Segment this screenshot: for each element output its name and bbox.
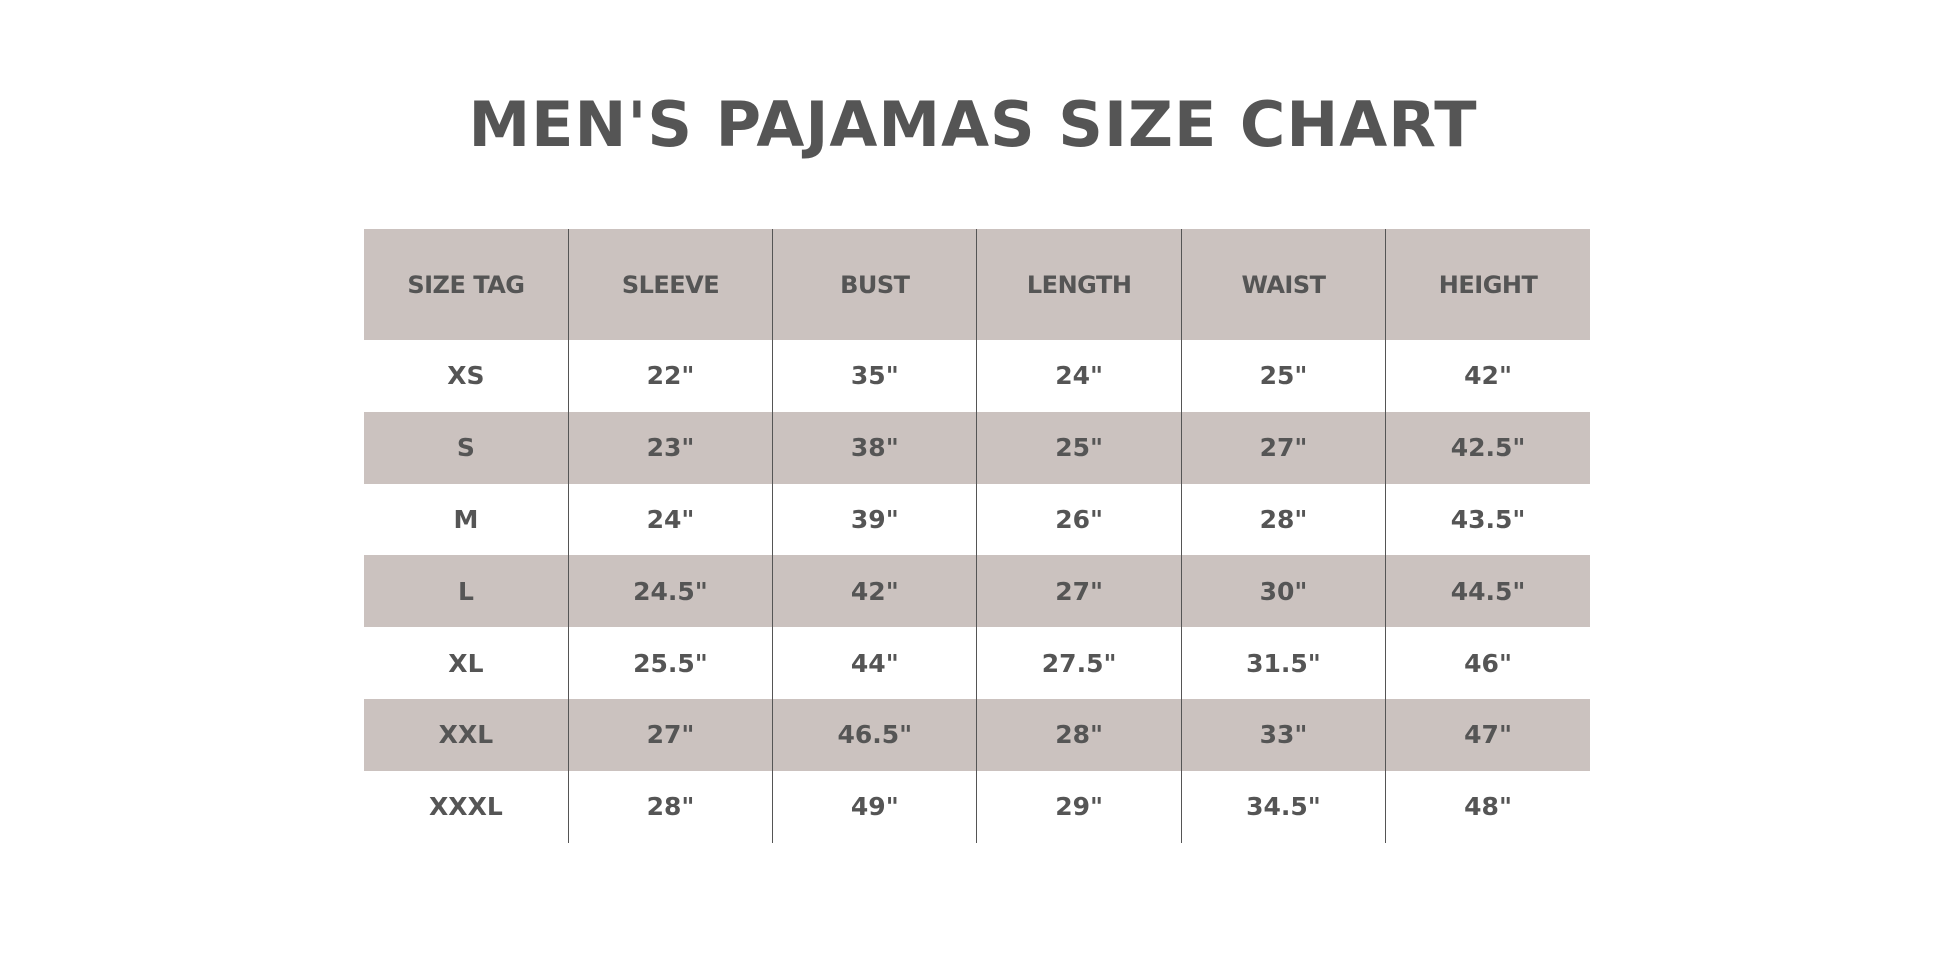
measurement-cell: 35" (772, 340, 977, 412)
table-row: M 24" 39" 26" 28" 43.5" (364, 483, 1590, 556)
measurement-cell: 39" (772, 483, 977, 556)
measurement-cell: 30" (1180, 555, 1386, 628)
measurement-cell: 43.5" (1385, 483, 1590, 556)
column-header: HEIGHT (1385, 229, 1590, 340)
measurement-cell: 33" (1180, 698, 1386, 771)
column-header: SLEEVE (567, 229, 773, 340)
measurement-cell: 28" (976, 698, 1182, 771)
measurement-cell: 46" (1385, 627, 1590, 699)
measurement-cell: 24" (976, 340, 1182, 412)
size-tag-cell: L (364, 555, 569, 628)
measurement-cell: 29" (976, 770, 1182, 843)
table-row: S 23" 38" 25" 27" 42.5" (364, 411, 1590, 484)
size-tag-cell: XXXL (429, 792, 503, 822)
table-row: XXXL 28" 49" 29" 34.5" 48" (364, 770, 1590, 843)
measurement-cell: 25" (976, 411, 1182, 484)
column-header: LENGTH (976, 229, 1182, 340)
measurement-cell: 49" (772, 770, 977, 843)
measurement-cell: 27" (567, 698, 773, 771)
measurement-cell: 48" (1385, 770, 1590, 843)
size-tag-cell: M (453, 504, 479, 534)
size-chart-table: SIZE TAG SLEEVE BUST LENGTH WAIST HEIGHT XS 22… (364, 229, 1590, 843)
table-row: L 24.5" 42" 27" 30" 44.5" (364, 555, 1590, 628)
page-title: MEN'S PAJAMAS SIZE CHART (468, 88, 1478, 161)
table-row: XL 25.5" 44" 27.5" 31.5" 46" (364, 627, 1590, 699)
measurement-cell: 38" (772, 411, 977, 484)
header-row: SIZE TAG SLEEVE BUST LENGTH WAIST HEIGHT (364, 229, 1590, 340)
measurement-cell: 28" (1180, 483, 1386, 556)
column-header: BUST (772, 229, 977, 340)
measurement-cell: 42.5" (1385, 411, 1590, 484)
size-tag-cell: XXL (364, 698, 569, 771)
size-tag-cell: XL (448, 648, 484, 678)
measurement-cell: 28" (567, 770, 773, 843)
measurement-cell: 44.5" (1385, 555, 1590, 628)
size-tag-cell: XS (447, 361, 485, 391)
measurement-cell: 46.5" (772, 698, 977, 771)
measurement-cell: 34.5" (1180, 770, 1386, 843)
table-row: XS 22" 35" 24" 25" 42" (364, 340, 1590, 412)
measurement-cell: 42" (772, 555, 977, 628)
measurement-cell: 44" (772, 627, 977, 699)
measurement-cell: 22" (567, 340, 773, 412)
measurement-cell: 47" (1385, 698, 1590, 771)
column-header: SIZE TAG (364, 229, 569, 340)
measurement-cell: 25" (1180, 340, 1386, 412)
measurement-cell: 27.5" (976, 627, 1182, 699)
column-header: WAIST (1180, 229, 1386, 340)
measurement-cell: 25.5" (567, 627, 773, 699)
measurement-cell: 27" (976, 555, 1182, 628)
measurement-cell: 31.5" (1180, 627, 1386, 699)
measurement-cell: 24" (567, 483, 773, 556)
table-row: XXL 27" 46.5" 28" 33" 47" (364, 698, 1590, 771)
size-tag-cell: S (364, 411, 569, 484)
measurement-cell: 23" (567, 411, 773, 484)
measurement-cell: 24.5" (567, 555, 773, 628)
measurement-cell: 27" (1180, 411, 1386, 484)
measurement-cell: 26" (976, 483, 1182, 556)
measurement-cell: 42" (1385, 340, 1590, 412)
